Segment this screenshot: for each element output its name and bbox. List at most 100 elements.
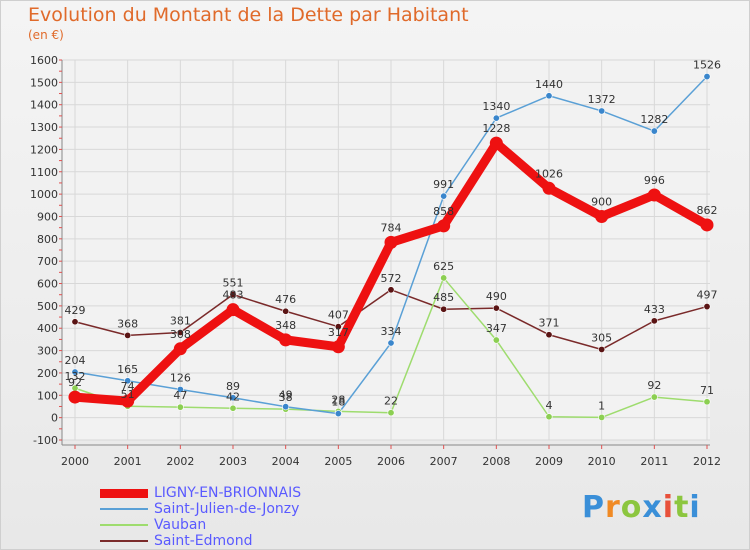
y-tick-label: 0 (51, 412, 58, 425)
data-label: 381 (170, 314, 191, 327)
data-label: 334 (381, 325, 402, 338)
data-label: 476 (275, 293, 296, 306)
y-tick-label: 700 (37, 255, 58, 268)
data-point (229, 290, 237, 298)
data-label: 858 (433, 205, 454, 218)
data-point (68, 390, 82, 404)
data-point (384, 235, 398, 249)
data-label: 371 (539, 317, 560, 330)
data-label: 996 (644, 174, 665, 187)
data-label: 4 (546, 399, 553, 412)
data-point (331, 340, 345, 354)
data-point (492, 336, 500, 344)
data-point (440, 305, 448, 313)
data-label: 483 (223, 289, 244, 302)
data-labels: 92 74 308 483 348 317 784 858 1228 1026 900 996 862 2… (65, 59, 722, 413)
y-tick-label: 800 (37, 233, 58, 246)
y-tick-label: 400 (37, 322, 58, 335)
logo-letter: r (605, 490, 621, 525)
data-point (176, 328, 184, 336)
data-point (650, 393, 658, 401)
data-label: 132 (65, 370, 86, 383)
logo-letter: i (689, 490, 701, 525)
data-point (650, 127, 658, 135)
data-label: 490 (486, 290, 507, 303)
y-tick-label: 1300 (30, 121, 58, 134)
data-label: 51 (121, 388, 135, 401)
data-point (282, 403, 290, 411)
axes (59, 59, 710, 449)
data-point (437, 219, 451, 233)
chart-title: Evolution du Montant de la Dette par Hab… (28, 4, 469, 26)
y-tick-label: 200 (37, 367, 58, 380)
data-point (387, 409, 395, 417)
legend-swatch (100, 489, 148, 498)
x-tick-label: 2009 (535, 455, 563, 468)
data-label: 165 (117, 363, 138, 376)
data-point (71, 368, 79, 376)
x-tick-label: 2005 (324, 455, 352, 468)
legend-label: Saint-Edmond (154, 533, 253, 549)
data-point (387, 286, 395, 294)
data-label: 28 (331, 393, 345, 406)
data-label: 89 (226, 380, 240, 393)
data-label: 126 (170, 371, 191, 384)
data-label: 429 (65, 304, 86, 317)
y-tick-label: 600 (37, 278, 58, 291)
data-label: 1372 (588, 93, 616, 106)
data-label: 551 (223, 276, 244, 289)
data-label: 1282 (640, 113, 668, 126)
logo-letter: x (642, 490, 663, 525)
data-label: 625 (433, 260, 454, 273)
logo-letter: i (662, 490, 675, 525)
data-point (282, 307, 290, 315)
data-point (279, 333, 293, 347)
data-point (124, 331, 132, 339)
legend-swatch (100, 540, 148, 542)
data-label: 204 (65, 354, 86, 367)
data-point (595, 209, 609, 223)
x-tick-label: 2003 (219, 455, 247, 468)
data-label: 18 (331, 396, 345, 409)
legend-label: LIGNY-EN-BRIONNAIS (154, 485, 302, 501)
data-label: 784 (381, 221, 402, 234)
data-label: 308 (170, 328, 191, 341)
data-point (121, 394, 135, 408)
data-label: 348 (275, 319, 296, 332)
data-label: 1 (598, 399, 605, 412)
data-label: 42 (226, 390, 240, 403)
data-label: 407 (328, 309, 349, 322)
logo-letter: t (674, 490, 690, 525)
data-point (440, 274, 448, 282)
x-tick-label: 2008 (482, 455, 510, 468)
y-tick-label: 100 (37, 389, 58, 402)
data-label: 368 (117, 317, 138, 330)
y-tick-label: 900 (37, 210, 58, 223)
data-point (647, 188, 661, 202)
data-label: 347 (486, 322, 507, 335)
data-point (545, 92, 553, 100)
legend-label: Saint-Julien-de-Jonzy (154, 501, 300, 517)
data-label: 92 (647, 379, 661, 392)
data-point (545, 413, 553, 421)
data-point (598, 413, 606, 421)
proxiti-logo: Proxiti (582, 490, 701, 525)
data-label: 497 (697, 289, 718, 302)
data-point (173, 342, 187, 356)
y-tick-label: 1400 (30, 99, 58, 112)
data-point (545, 331, 553, 339)
x-tick-label: 2004 (272, 455, 300, 468)
data-label: 317 (328, 326, 349, 339)
y-tick-label: -100 (33, 434, 58, 447)
x-tick-label: 2012 (693, 455, 721, 468)
data-point (334, 323, 342, 331)
data-point (650, 317, 658, 325)
legend-swatch (100, 524, 148, 526)
data-label: 900 (591, 195, 612, 208)
series-points (68, 73, 714, 421)
data-point (700, 218, 714, 232)
data-label: 485 (433, 291, 454, 304)
data-point (542, 181, 556, 195)
x-tick-label: 2000 (61, 455, 89, 468)
data-label: 433 (644, 303, 665, 316)
